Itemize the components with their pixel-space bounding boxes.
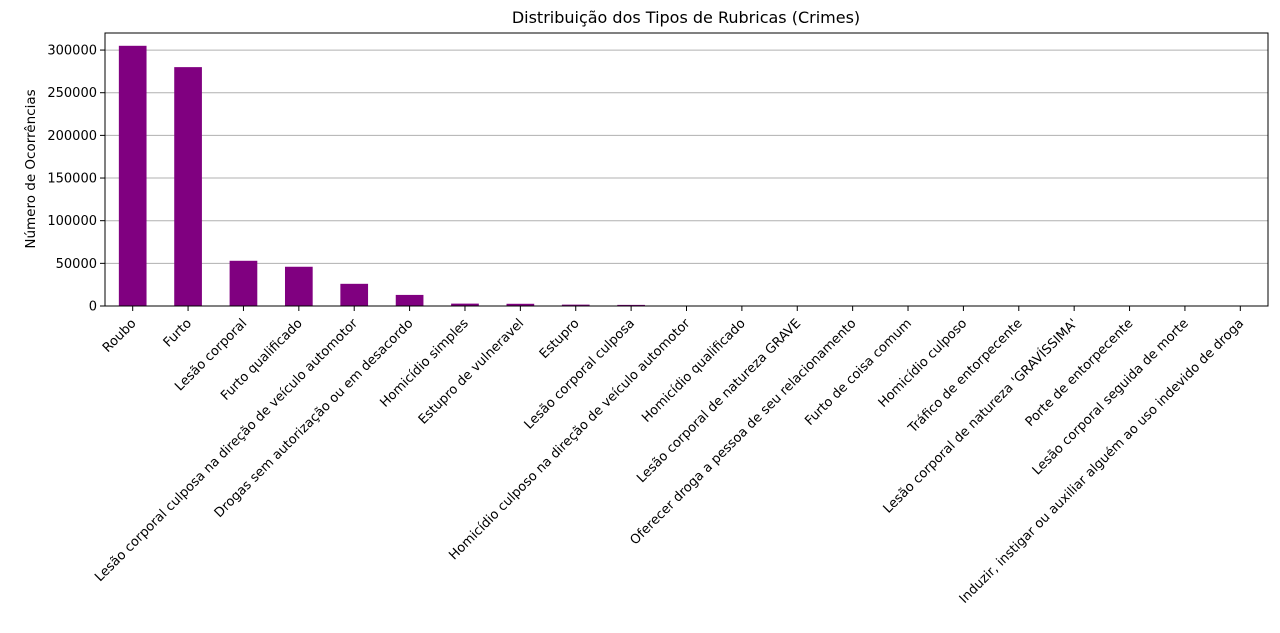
y-tick-label: 300000 (47, 44, 97, 59)
y-tick-label: 250000 (47, 86, 97, 101)
x-tick-label: Estupro de vulneravel (416, 316, 527, 427)
y-tick-label: 150000 (47, 172, 97, 187)
x-tick-label: Tráfico de entorpecente (905, 316, 1026, 437)
y-tick-label: 200000 (47, 129, 97, 144)
x-tick-label: Porte de entorpecente (1023, 316, 1137, 430)
bar (340, 284, 368, 306)
bar (174, 67, 202, 306)
plot-frame (105, 33, 1268, 306)
x-tick-label: Furto de coisa comum (802, 316, 915, 429)
y-axis-label: Número de Ocorrências (23, 89, 39, 248)
x-tick-label: Furto (161, 316, 195, 350)
y-ticks: 0 50000 100000 150000 200000 250000 300000 (47, 44, 105, 315)
bar (230, 261, 258, 306)
gridlines (105, 50, 1268, 306)
bar (285, 267, 313, 306)
axes (105, 33, 1268, 306)
x-tick-label: Lesão corporal de natureza 'GRAVÍSSIMA' (880, 316, 1081, 517)
y-tick-label: 100000 (47, 214, 97, 229)
bars (119, 46, 1254, 306)
bar (396, 295, 424, 306)
bar (119, 46, 147, 306)
y-tick-label: 50000 (56, 257, 97, 272)
x-tick-label: Homicídio qualificado (639, 316, 749, 426)
x-tick-label: Roubo (100, 316, 140, 356)
x-tick-label: Lesão corporal culposa (522, 316, 638, 432)
y-tick-label: 0 (89, 300, 97, 315)
x-tick-label: Drogas sem autorização ou em desacordo (212, 316, 417, 521)
chart-title: Distribuição dos Tipos de Rubricas (Crim… (512, 8, 860, 27)
x-tick-label: Lesão corporal culposa na direção de veí… (92, 316, 361, 585)
x-tick-label: Estupro (537, 316, 583, 362)
